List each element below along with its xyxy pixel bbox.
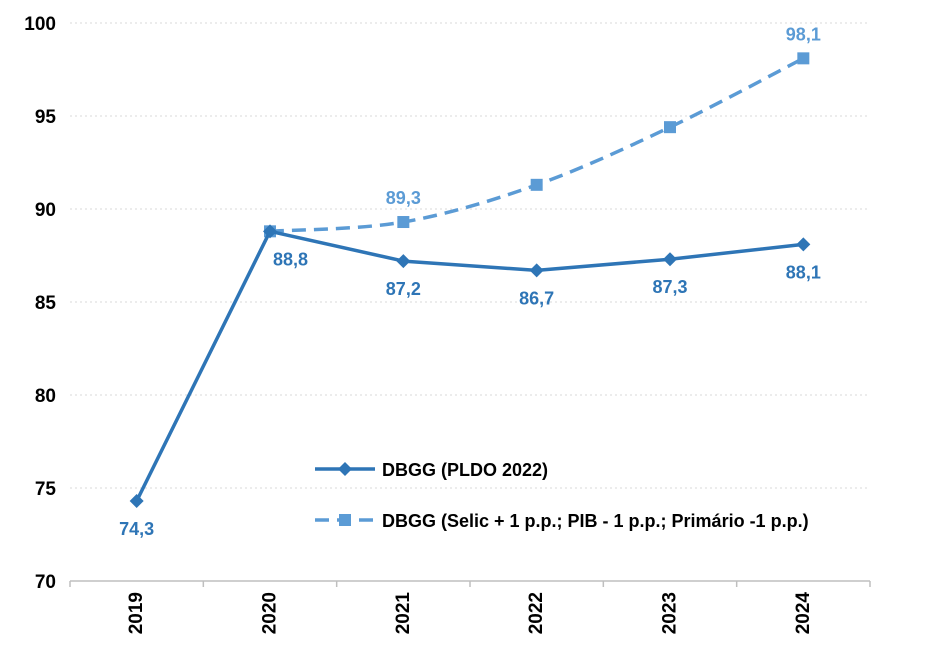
data-label-1-2019: 74,3 — [119, 519, 154, 539]
series-line-1 — [135, 229, 804, 502]
x-tick-label: 2021 — [393, 592, 414, 635]
data-labels: 74,3 88,8 87,2 86,7 87,3 88,1 89,3 98,1 — [119, 24, 821, 539]
legend: DBGG (PLDO 2022) DBGG (Selic + 1 p.p.; P… — [315, 460, 809, 531]
legend-label-series-2: DBGG (Selic + 1 p.p.; PIB - 1 p.p.; Prim… — [382, 511, 809, 531]
data-point-1-2024 — [796, 237, 811, 252]
data-point-1-2020 — [263, 224, 277, 239]
series-line-2 — [269, 56, 805, 234]
y-axis-ticks: 70 75 80 85 90 95 100 — [24, 14, 56, 593]
y-tick-label: 70 — [35, 572, 56, 593]
y-tick-label: 90 — [35, 200, 56, 221]
x-tick-label: 2023 — [660, 592, 681, 634]
y-tick-label: 100 — [24, 14, 56, 35]
data-label-1-2022: 86,7 — [519, 288, 554, 308]
data-label-2-2021: 89,3 — [386, 188, 421, 208]
series-group — [129, 52, 811, 509]
data-label-1-2023: 87,3 — [652, 277, 687, 297]
x-axis-ticks: 2019 2020 2021 2022 2023 2024 — [69, 581, 871, 635]
x-tick-label: 2024 — [793, 592, 814, 635]
data-point-1-2021 — [396, 254, 411, 269]
data-point-1-2023 — [663, 252, 677, 267]
data-label-1-2020: 88,8 — [273, 249, 308, 269]
x-tick-label: 2019 — [126, 592, 147, 634]
x-tick-label: 2022 — [526, 592, 547, 634]
data-point-1-2019 — [129, 494, 144, 509]
data-point-2-2021 — [397, 216, 410, 229]
gridlines — [70, 22, 870, 489]
legend-item-series-2: DBGG (Selic + 1 p.p.; PIB - 1 p.p.; Prim… — [315, 511, 809, 531]
x-tick-label: 2020 — [260, 592, 281, 634]
data-point-2-2024 — [797, 52, 810, 65]
legend-label-series-1: DBGG (PLDO 2022) — [382, 460, 548, 480]
y-tick-label: 85 — [35, 293, 57, 314]
data-label-1-2024: 88,1 — [786, 262, 821, 282]
data-point-2-2022 — [530, 178, 543, 191]
y-tick-label: 95 — [35, 107, 57, 128]
data-label-2-2024: 98,1 — [786, 24, 821, 44]
legend-item-series-1: DBGG (PLDO 2022) — [315, 460, 548, 480]
data-label-1-2021: 87,2 — [386, 279, 421, 299]
y-tick-label: 80 — [35, 386, 56, 407]
y-tick-label: 75 — [35, 479, 57, 500]
data-point-1-2022 — [529, 263, 544, 278]
data-point-2-2023 — [664, 121, 676, 134]
